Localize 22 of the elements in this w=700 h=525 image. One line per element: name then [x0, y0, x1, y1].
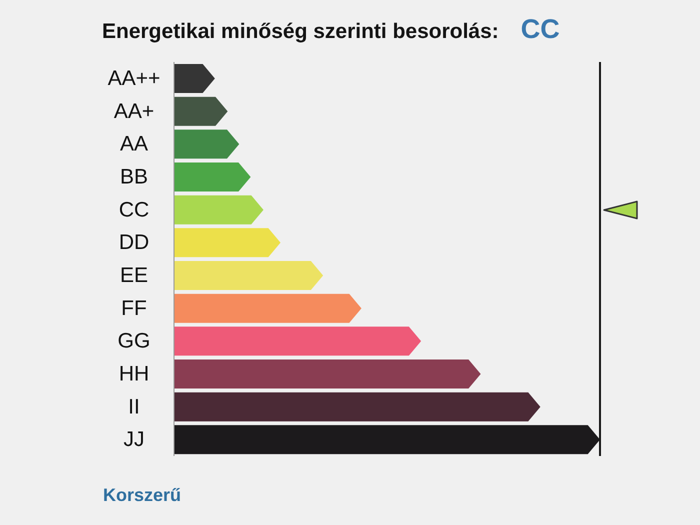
y-tick-label: BB: [120, 165, 148, 188]
y-tick-label: AA+: [114, 100, 154, 123]
text: Korszerű: [103, 485, 182, 506]
y-tick-label: CC: [118, 198, 150, 222]
y-tick-label: EE: [120, 264, 148, 287]
y-tick-label: AA++: [108, 66, 160, 90]
bar: [174, 195, 264, 224]
y-tick-label: GG: [118, 330, 150, 353]
y-tick-label: AA: [120, 132, 148, 156]
bar: [174, 261, 324, 290]
bar: [174, 326, 422, 356]
chart-title: Energetikai minőség szerinti besorolás:: [102, 20, 499, 44]
bar: [174, 360, 481, 388]
bar: [174, 392, 540, 422]
y-tick-label: DD: [118, 231, 150, 254]
bar: [174, 294, 362, 323]
y-tick-label: FF: [121, 296, 147, 320]
bar: [174, 228, 280, 258]
text: CC: [520, 14, 560, 44]
y-tick-label: JJ: [124, 428, 144, 452]
y-tick-label: II: [128, 395, 140, 418]
y-tick-label: HH: [118, 362, 150, 386]
